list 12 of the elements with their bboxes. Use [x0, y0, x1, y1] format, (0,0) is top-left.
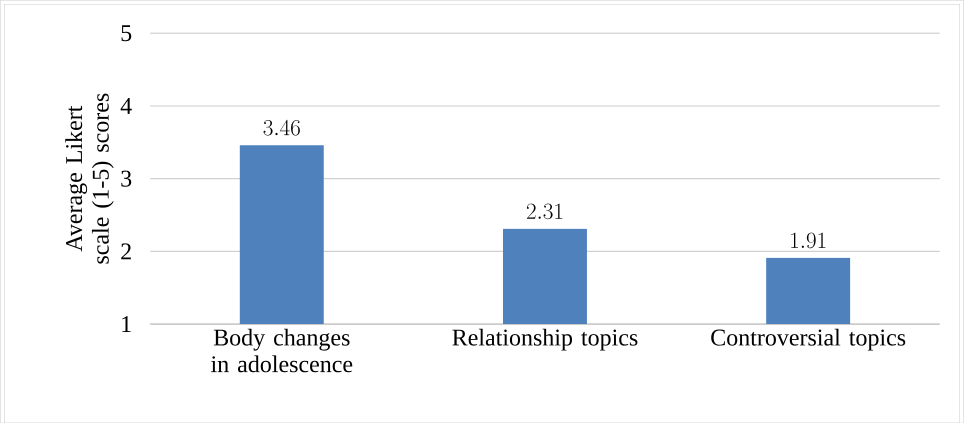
x-tick-label: Controversial topics [711, 328, 906, 350]
x-tick-label: Body changes in adolescence [211, 328, 352, 372]
x-tick-label: Relationship topics [452, 328, 638, 350]
y-axis-title: Average Likert scale (1-5) scores [65, 93, 114, 264]
y-tick-label: 2 [121, 243, 131, 260]
data-label: 1 .91 [791, 232, 826, 248]
data-label: 3.46 [264, 120, 300, 136]
data-label: 2.31 [526, 203, 562, 220]
y-tick-label: 5 [122, 25, 132, 42]
y-tick-label: 3 [121, 170, 132, 187]
y-tick-label: 1 [122, 316, 131, 332]
y-tick-label: 4 [120, 98, 132, 114]
